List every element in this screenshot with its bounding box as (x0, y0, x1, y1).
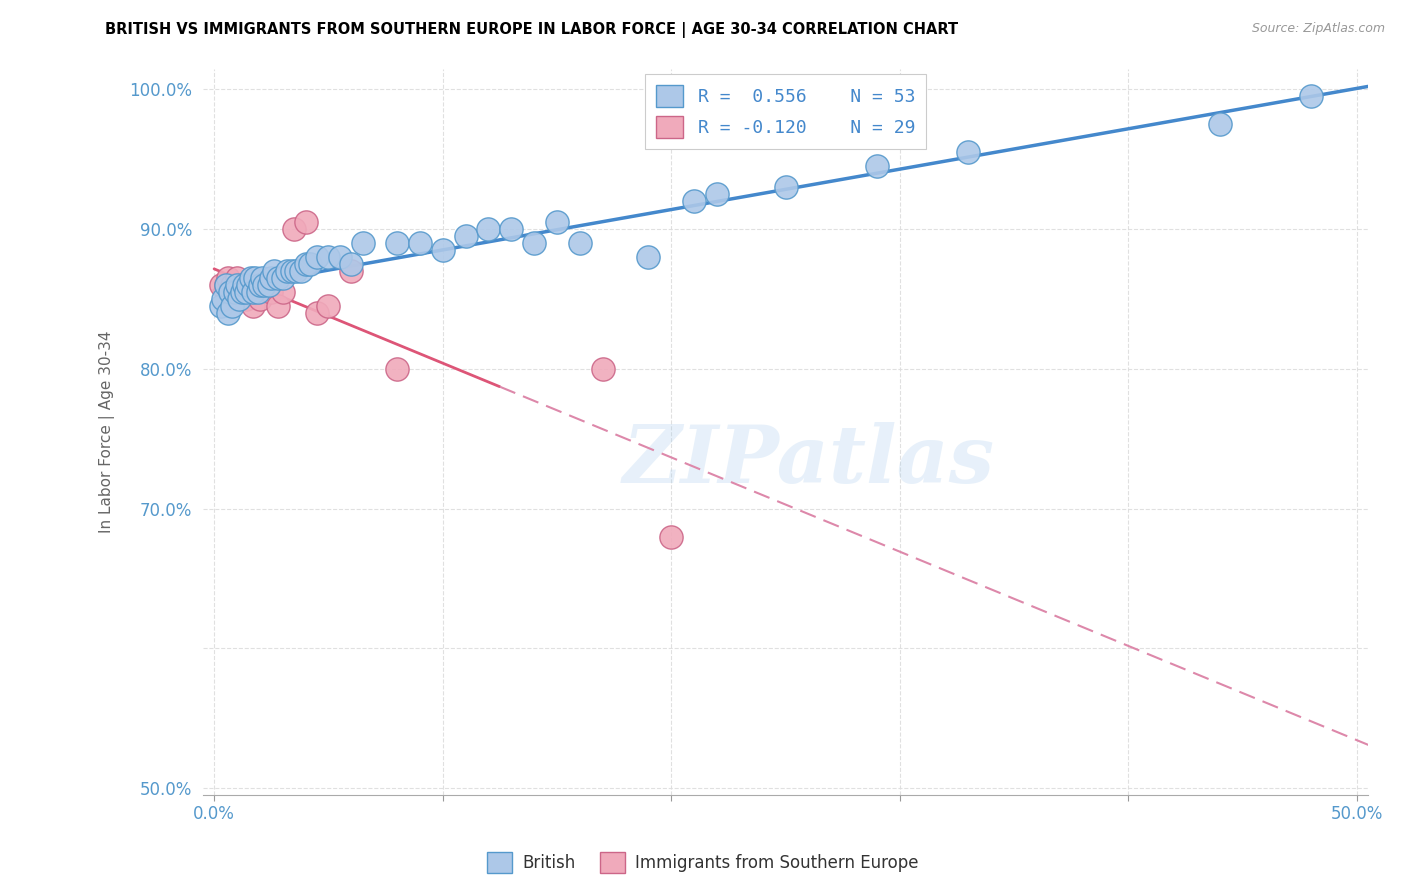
Point (253, 278, 276, 293)
Point (209, 278, 232, 293)
Point (1209, 117, 1232, 131)
Point (219, 285, 242, 299)
Legend: British, Immigrants from Southern Europe: British, Immigrants from Southern Europe (481, 846, 925, 880)
Point (253, 278, 276, 293)
Point (231, 285, 253, 299)
Point (257, 278, 280, 293)
Point (250, 271, 273, 285)
Point (260, 271, 283, 285)
Point (352, 236, 374, 251)
Point (235, 285, 257, 299)
Text: ZIPatlas: ZIPatlas (623, 422, 995, 500)
Point (226, 278, 249, 293)
Point (219, 285, 242, 299)
Point (957, 145, 980, 160)
Point (299, 257, 322, 271)
Point (501, 222, 523, 236)
Point (249, 292, 271, 306)
Point (523, 236, 546, 251)
Point (217, 271, 239, 285)
Point (294, 215, 316, 229)
Point (217, 306, 239, 320)
Point (683, 194, 706, 209)
Point (242, 285, 264, 299)
Point (290, 264, 312, 278)
Point (285, 264, 308, 278)
Point (546, 215, 568, 229)
Point (224, 292, 246, 306)
Point (221, 299, 243, 313)
Point (318, 250, 340, 264)
Point (221, 278, 243, 293)
Point (245, 271, 267, 285)
Point (276, 264, 298, 278)
Point (340, 257, 363, 271)
Point (283, 222, 305, 236)
Point (385, 236, 408, 251)
Point (226, 271, 249, 285)
Point (238, 278, 260, 293)
Point (477, 222, 499, 236)
Point (592, 362, 614, 376)
Point (1301, 89, 1323, 103)
Point (568, 236, 591, 251)
Point (432, 243, 454, 257)
Point (231, 278, 253, 293)
Point (637, 250, 659, 264)
Legend: R =  0.556    N = 53, R = -0.120    N = 29: R = 0.556 N = 53, R = -0.120 N = 29 (645, 74, 927, 149)
Point (232, 278, 254, 293)
Text: Source: ZipAtlas.com: Source: ZipAtlas.com (1251, 22, 1385, 36)
Text: BRITISH VS IMMIGRANTS FROM SOUTHERN EUROPE IN LABOR FORCE | AGE 30-34 CORRELATIO: BRITISH VS IMMIGRANTS FROM SOUTHERN EURO… (105, 22, 959, 38)
Y-axis label: In Labor Force | Age 30-34: In Labor Force | Age 30-34 (100, 331, 115, 533)
Point (271, 285, 294, 299)
Point (267, 271, 290, 285)
Point (305, 306, 328, 320)
Point (866, 159, 889, 173)
Point (238, 278, 260, 293)
Point (245, 278, 267, 293)
Point (224, 285, 246, 299)
Point (239, 285, 262, 299)
Point (246, 285, 269, 299)
Point (263, 264, 285, 278)
Point (294, 257, 316, 271)
Point (246, 285, 269, 299)
Point (214, 278, 236, 293)
Point (249, 278, 271, 293)
Point (409, 236, 432, 251)
Point (305, 250, 328, 264)
Point (242, 299, 264, 313)
Point (281, 264, 304, 278)
Point (340, 264, 363, 278)
Point (267, 299, 290, 313)
Point (659, 530, 682, 544)
Point (706, 187, 728, 202)
Point (318, 299, 340, 313)
Point (454, 229, 477, 244)
Point (329, 250, 352, 264)
Point (385, 362, 408, 376)
Point (271, 271, 294, 285)
Point (235, 292, 257, 306)
Point (228, 292, 250, 306)
Point (775, 180, 797, 194)
Point (212, 292, 235, 306)
Point (228, 292, 250, 306)
Point (209, 299, 232, 313)
Point (239, 271, 262, 285)
Point (260, 285, 283, 299)
Point (214, 278, 236, 293)
Point (232, 285, 254, 299)
